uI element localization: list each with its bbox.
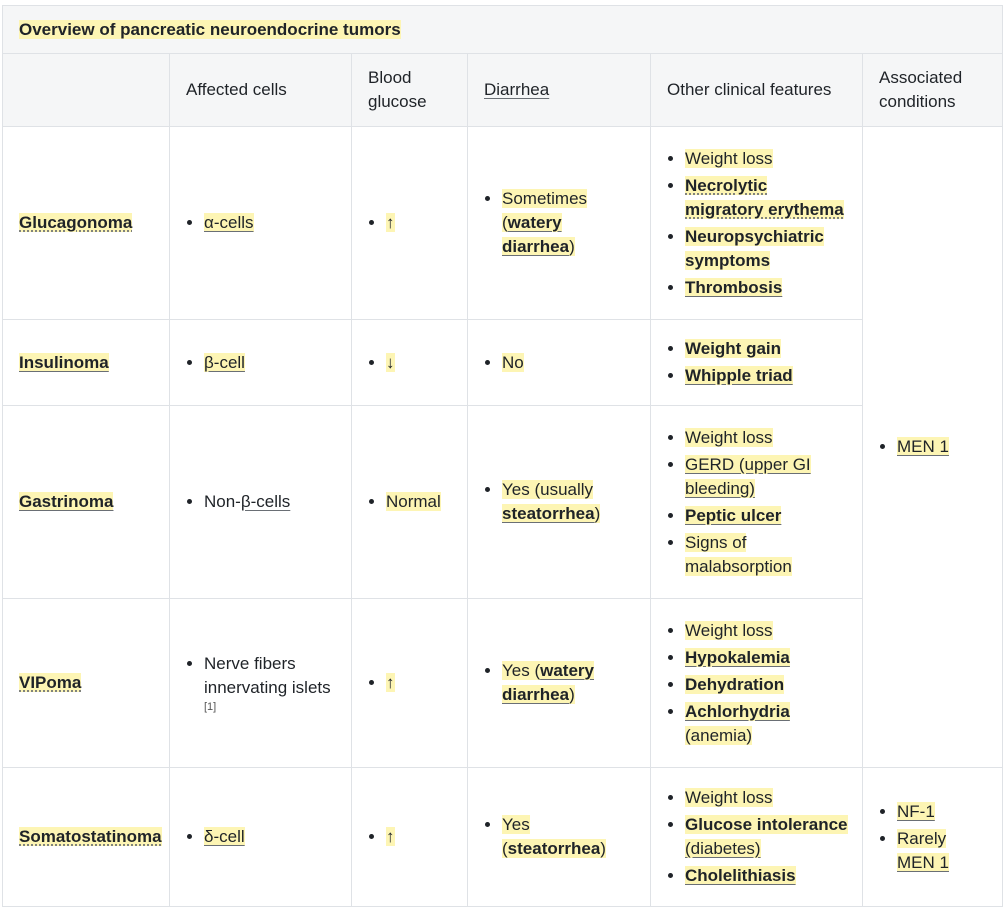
- feature-weight-gain: Weight gain: [685, 339, 782, 358]
- table-row: Glucagonoma α-cells ↑ Sometimes(watery d…: [2, 126, 1004, 768]
- shared-assoc-cell: MEN 1: [861, 126, 1004, 768]
- peptic-ulcer-link[interactable]: Peptic ulcer: [685, 505, 782, 525]
- glucose-decrease: ↓: [386, 352, 395, 372]
- glucagonoma-link[interactable]: Glucagonoma: [19, 213, 133, 232]
- watery-diarrhea-link[interactable]: watery diarrhea: [502, 213, 570, 256]
- row-name-cell: Glucagonoma: [2, 126, 170, 320]
- header-associated-conditions: Associated conditions: [861, 53, 1004, 127]
- header-affected-cells: Affected cells: [169, 53, 352, 127]
- delta-cell-link[interactable]: δ-cell: [204, 827, 245, 846]
- feature-weight-loss: Weight loss: [685, 148, 773, 168]
- thrombosis-link[interactable]: Thrombosis: [685, 277, 783, 297]
- necrolytic-erythema-link[interactable]: Necrolytic migratory erythema: [685, 175, 844, 219]
- table-row: Insulinoma β-cell ↓ No Weight gain Whipp…: [2, 319, 1003, 406]
- vipoma-link[interactable]: VIPoma: [19, 673, 82, 692]
- steatorrhea-link[interactable]: steatorrhea: [502, 504, 595, 523]
- diabetes-link[interactable]: (diabetes): [685, 839, 761, 858]
- beta-cell-link[interactable]: β-cell: [204, 352, 245, 372]
- men1-link[interactable]: MEN 1: [897, 852, 949, 872]
- header-blood-glucose: Blood glucose: [351, 53, 468, 127]
- header-other-features: Other clinical features: [650, 53, 863, 127]
- achlorhydria-link[interactable]: Achlorhydria: [685, 701, 790, 721]
- table-row: Gastrinoma Non-β-cells Normal Yes (usual…: [2, 405, 1003, 599]
- feature-glucose-intolerance: Glucose intolerance: [685, 815, 848, 834]
- men1-link[interactable]: MEN 1: [897, 437, 949, 456]
- feature-neuropsychiatric: Neuropsychiatric symptoms: [685, 226, 824, 270]
- gastrinoma-link[interactable]: Gastrinoma: [19, 492, 114, 511]
- somatostatinoma-link[interactable]: Somatostatinoma: [19, 827, 162, 846]
- gerd-link[interactable]: GERD (upper GI bleeding): [685, 454, 811, 498]
- cholelithiasis-link[interactable]: Cholelithiasis: [685, 866, 796, 885]
- table-caption-cell: Overview of pancreatic neuroendocrine tu…: [1, 5, 1004, 54]
- table-caption: Overview of pancreatic neuroendocrine tu…: [19, 19, 401, 39]
- non-beta-cells-link[interactable]: β-cells: [240, 492, 291, 511]
- nf1-link[interactable]: NF-1: [897, 801, 935, 821]
- insulinoma-link[interactable]: Insulinoma: [19, 352, 109, 372]
- diarrhea-header-link[interactable]: Diarrhea: [484, 80, 550, 99]
- alpha-cells-link[interactable]: α-cells: [204, 213, 254, 232]
- table-row: VIPoma Nerve fibers innervating islets […: [2, 598, 1003, 768]
- header-empty: [2, 53, 170, 127]
- header-diarrhea: Diarrhea: [467, 53, 651, 127]
- header-row: Affected cells Blood glucose Diarrhea Oth…: [2, 53, 1004, 127]
- hypokalemia-link[interactable]: Hypokalemia: [685, 647, 790, 667]
- feature-dehydration: Dehydration: [685, 674, 785, 694]
- overview-table: Overview of pancreatic neuroendocrine tu…: [1, 5, 1004, 907]
- reference-marker[interactable]: [1]: [204, 701, 217, 713]
- feature-malabsorption: Signs of malabsorption: [685, 532, 792, 576]
- glucose-increase: ↑: [386, 213, 395, 232]
- whipple-triad-link[interactable]: Whipple triad: [685, 366, 793, 385]
- table-row: Somatostatinoma δ-cell ↑ Yes (steatorrhe…: [2, 767, 1004, 907]
